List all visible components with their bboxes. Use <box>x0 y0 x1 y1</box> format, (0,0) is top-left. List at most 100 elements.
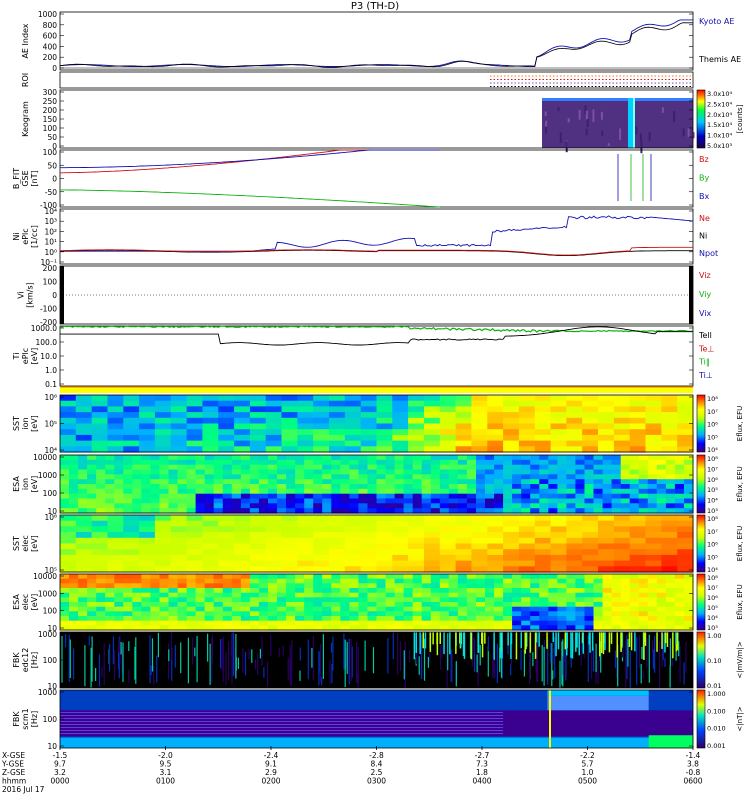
panel-frame-ni <box>59 208 694 265</box>
ytick-ni: 10⁰ <box>44 248 57 257</box>
colorbar-unit-keo: [counts] <box>736 104 744 133</box>
colorbar-tick-fbk2: 0.100 <box>707 707 726 715</box>
colorbar-tick-keo: 1.0x10⁴ <box>707 132 732 140</box>
ytick-ae: 0 <box>52 64 57 73</box>
ytick-bfit: 50 <box>47 161 57 170</box>
ytick-bfit: -50 <box>45 188 57 197</box>
colorbar-unit-fbk2: <|nT|> <box>736 706 744 731</box>
xaxis-value: 0300 <box>367 777 386 786</box>
xaxis-row-label: Y-GSE <box>1 760 24 769</box>
ytick-vi: 100 <box>43 278 58 287</box>
panel-frame-roi <box>59 71 694 89</box>
xaxis-value: -2.8 <box>369 751 384 760</box>
ytick-esa1: 10000 <box>33 453 57 462</box>
ylabel-ti: ePlc <box>21 348 30 364</box>
ylabel-fbk2: FBK <box>12 711 21 727</box>
panel-frame-vi <box>59 265 694 325</box>
ylabel-sst1: ion <box>21 417 30 429</box>
xaxis-row-label: hhmm <box>2 777 26 786</box>
ylabel-ti: Ti <box>12 353 21 361</box>
xaxis-value: -1.5 <box>53 751 68 760</box>
ytick-keo: 100 <box>43 124 58 133</box>
ylabel-fbk2: scm1 <box>21 708 30 729</box>
ytick-ni: 10¹ <box>44 238 57 247</box>
legend-vi: Viz <box>699 271 711 280</box>
colorbar-tick-fbk1: 0.10 <box>707 657 721 665</box>
ylabel-esa1: ion <box>21 478 30 490</box>
colorbar-tick-esa2: 10⁶ <box>707 594 718 602</box>
xaxis-value: -2.0 <box>158 751 173 760</box>
xaxis-value: 2.9 <box>265 768 277 777</box>
ylabel-sst1: SST <box>12 416 21 431</box>
colorbar-tick-esa2: 10⁵ <box>707 604 718 612</box>
ytick-vi: -200 <box>40 318 57 327</box>
ytick-ti: 0.1 <box>45 380 57 389</box>
ytick-vi: 200 <box>43 264 58 273</box>
bx-line <box>60 149 440 169</box>
colorbar-keo <box>696 89 706 149</box>
ytick-ni: 10³ <box>44 217 57 226</box>
colorbar-fbk2 <box>696 689 706 749</box>
ytick-bfit: 0 <box>52 175 57 184</box>
colorbar-tick-keo: 2.5x10⁴ <box>707 100 732 108</box>
ylabel-ni: [1/cc] <box>30 225 39 248</box>
colorbar-fbk1 <box>696 631 706 689</box>
colorbar-tick-sst2: 10⁶ <box>707 541 718 549</box>
colorbar-tick-esa1: 10⁷ <box>707 465 718 473</box>
colorbar-tick-sst1: 10⁷ <box>707 408 718 416</box>
xaxis-value: 1.0 <box>582 768 594 777</box>
xaxis-value: -2.4 <box>264 751 279 760</box>
xaxis-value: 2.5 <box>371 768 383 777</box>
ytick-ni: 10⁴ <box>44 207 57 216</box>
colorbar-esa2 <box>696 573 706 631</box>
legend-bfit: Bx <box>699 192 709 201</box>
mode-bar <box>60 388 693 393</box>
vi-edge-right <box>689 266 693 324</box>
colorbar-unit-esa1: Eflux, EFU <box>736 466 744 501</box>
ne-line <box>60 246 693 256</box>
colorbar-tick-keo: 2.0x10⁴ <box>707 111 732 119</box>
colorbar-tick-sst1: 10⁸ <box>707 395 718 403</box>
ytick-vi: -100 <box>40 305 57 314</box>
legend-vi: Viy <box>699 290 712 299</box>
ylabel-bfit: B_FIT <box>12 168 21 189</box>
legend-ti: Ti⊥ <box>698 371 713 380</box>
ylabel-ni: Ni <box>12 232 21 240</box>
colorbar-tick-fbk1: 1.00 <box>707 632 721 640</box>
panel-frame-ti <box>59 325 694 387</box>
legend-ae: Kyoto AE <box>699 17 734 26</box>
panel-frame-sst2 <box>59 514 694 573</box>
colorbar-tick-fbk2: 0.010 <box>707 725 726 733</box>
legend-bfit: Bz <box>699 155 709 164</box>
ylabel-sst1: [eV] <box>30 415 39 432</box>
legend-ae: Themis AE <box>698 55 741 64</box>
themis-ae-line <box>59 22 693 68</box>
colorbar-tick-esa1: 10⁵ <box>707 486 718 494</box>
colorbar-tick-sst2: 10⁴ <box>707 566 718 574</box>
xaxis-value: 0000 <box>50 777 69 786</box>
ylabel-sst2: elec <box>21 535 30 551</box>
bz-line <box>60 149 440 174</box>
ytick-sst1: 10⁵ <box>44 420 57 429</box>
colorbar-sst2 <box>696 514 706 573</box>
ytick-sst1: 10⁴ <box>44 446 57 455</box>
ytick-ti: 1.0 <box>45 366 57 375</box>
tell-line <box>60 326 693 346</box>
ytick-keo: 200 <box>43 106 58 115</box>
ytick-bfit: -100 <box>40 201 57 210</box>
xaxis-value: 1.8 <box>476 768 488 777</box>
panel-frame-ae <box>59 11 694 71</box>
xaxis-value: 3.1 <box>160 768 172 777</box>
colorbar-tick-fbk1: 0.01 <box>707 682 721 690</box>
colorbar-tick-sst2: 10⁵ <box>707 553 718 561</box>
ytick-fbk1: 10 <box>47 682 57 691</box>
xaxis-row-label: X-GSE <box>2 751 25 760</box>
ytick-ni: 10² <box>44 227 57 236</box>
colorbar-tick-esa1: 10³ <box>707 507 718 515</box>
colorbar-unit-esa2: Eflux, EFU <box>736 584 744 619</box>
ylabel-esa2: elec <box>21 594 30 610</box>
ytick-ae: 1000 <box>38 10 57 19</box>
colorbar-unit-sst2: Eflux, EFU <box>736 526 744 561</box>
colorbar-tick-esa1: 10⁴ <box>707 497 718 505</box>
